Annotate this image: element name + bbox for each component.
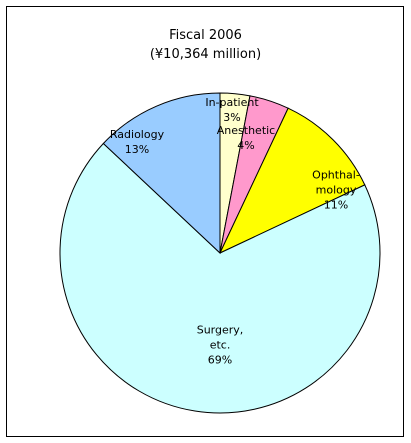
value-label: 11%: [323, 198, 349, 212]
value-label: 13%: [124, 143, 150, 156]
slice-label: In-patient 3%: [205, 95, 258, 125]
chart-subtitle: (¥10,364 million): [149, 47, 262, 62]
pie-slice: [218, 107, 366, 255]
slice-label: Ophthal- mology 11%: [312, 168, 360, 213]
chart-title: Fiscal 2006: [169, 28, 242, 43]
slice-label: Surgery, etc. 69%: [197, 323, 244, 368]
category-label: Radiology: [109, 128, 165, 141]
value-label: 4%: [237, 139, 255, 152]
slice-label: Radiology 13%: [110, 127, 164, 157]
pie-slice: [102, 92, 221, 255]
value-label: 69%: [207, 353, 233, 367]
value-label: 3%: [223, 111, 241, 124]
category-label: Anesthetic: [216, 124, 276, 137]
slice-label: Anesthetic 4%: [217, 123, 275, 153]
category-label: Ophthal- mology: [312, 168, 360, 197]
category-label: Surgery, etc.: [196, 323, 244, 352]
category-label: In-patient: [205, 96, 259, 109]
pie-slice: [59, 142, 381, 414]
